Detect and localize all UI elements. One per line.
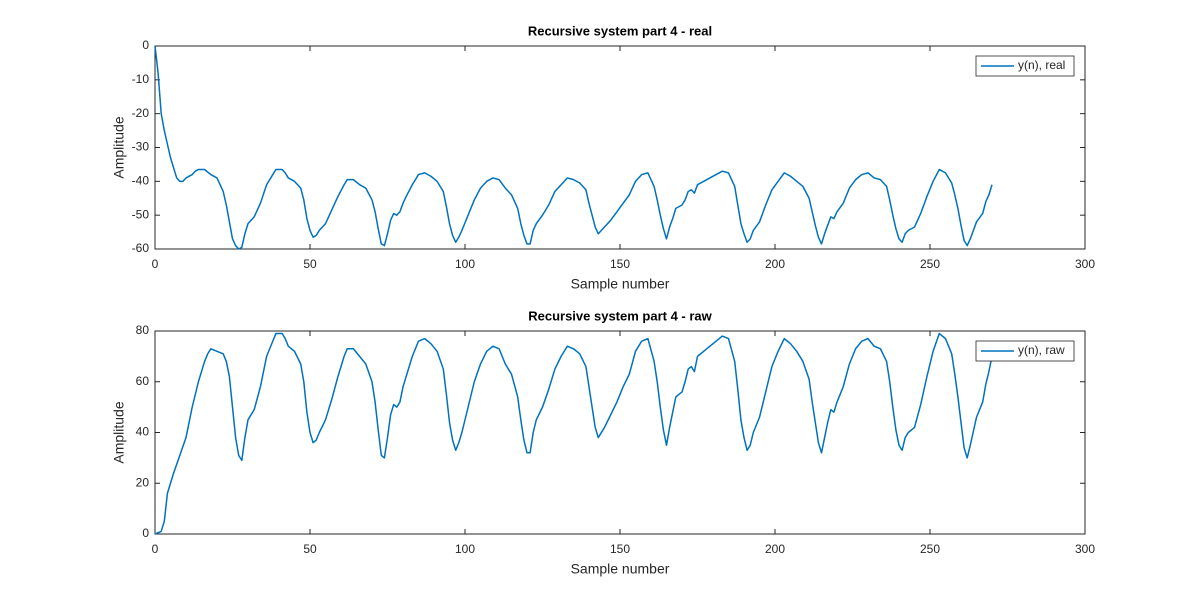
y-tick-label: -50	[132, 207, 150, 221]
x-tick-label: 150	[610, 257, 630, 271]
x-tick-label: 250	[920, 257, 940, 271]
legend-box	[975, 55, 1075, 77]
legend-box	[975, 340, 1075, 362]
x-tick-label: 100	[455, 542, 475, 556]
y-tick-label: -10	[132, 72, 150, 86]
y-axis-label: Amplitude	[111, 116, 127, 178]
x-tick-label: 200	[765, 542, 785, 556]
y-tick-label: 0	[142, 38, 149, 52]
x-tick-label: 0	[152, 542, 159, 556]
data-line	[154, 45, 993, 250]
y-tick-label: -40	[132, 174, 150, 188]
x-tick-label: 300	[1075, 542, 1095, 556]
data-line	[154, 332, 993, 535]
y-tick-label: -60	[132, 241, 150, 255]
x-tick-label: 200	[765, 257, 785, 271]
y-tick-label: -20	[132, 106, 150, 120]
x-tick-label: 150	[610, 542, 630, 556]
legend-label: y(n), real	[1018, 58, 1065, 72]
x-axis-label: Sample number	[571, 276, 670, 292]
y-tick-label: 20	[136, 475, 150, 489]
y-tick-label: 80	[136, 323, 150, 337]
x-axis-label: Sample number	[571, 561, 670, 577]
y-tick-label: 0	[142, 526, 149, 540]
x-tick-label: 300	[1075, 257, 1095, 271]
x-tick-label: 100	[455, 257, 475, 271]
axes-box	[154, 330, 1086, 535]
x-tick-label: 50	[303, 257, 317, 271]
legend-label: y(n), raw	[1018, 343, 1065, 357]
x-tick-label: 0	[152, 257, 159, 271]
y-tick-label: -30	[132, 140, 150, 154]
chart-title: Recursive system part 4 - real	[528, 23, 712, 38]
y-tick-label: 60	[136, 374, 150, 388]
chart-title: Recursive system part 4 - raw	[528, 308, 712, 323]
y-axis-label: Amplitude	[111, 401, 127, 463]
x-tick-label: 250	[920, 542, 940, 556]
x-tick-label: 50	[303, 542, 317, 556]
axes-box	[154, 45, 1086, 250]
y-tick-label: 40	[136, 425, 150, 439]
